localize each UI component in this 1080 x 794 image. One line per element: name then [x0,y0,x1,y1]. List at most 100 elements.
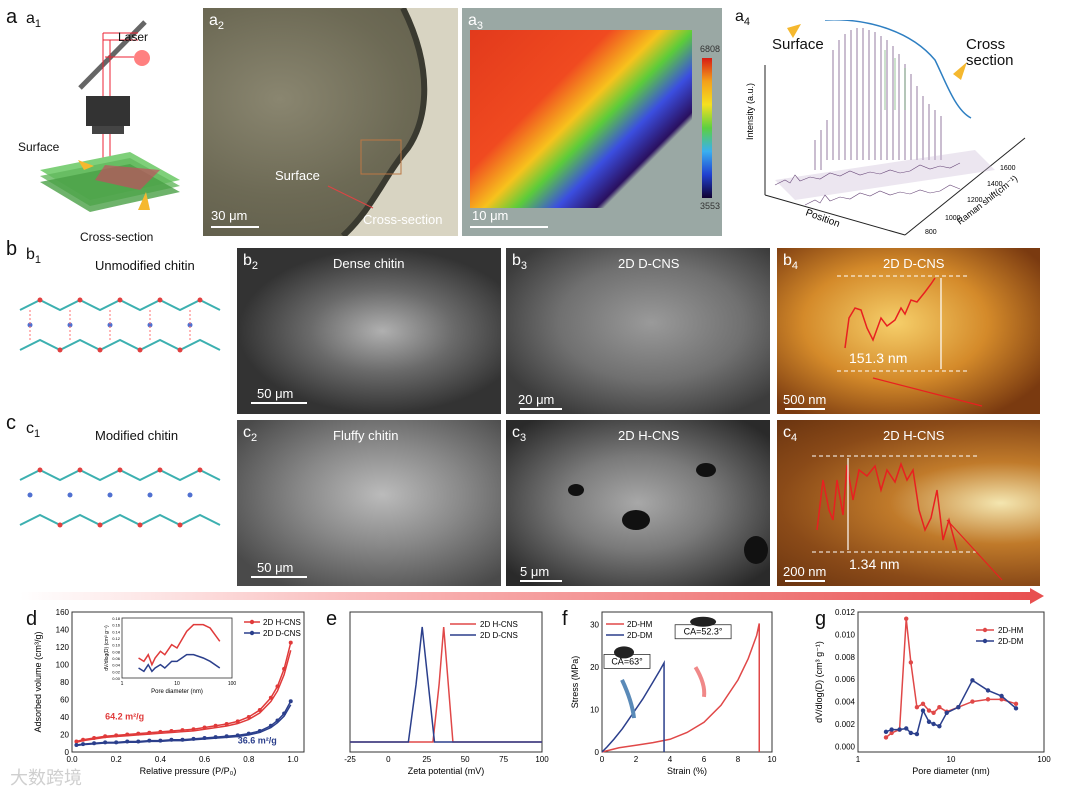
c4-scale-bar [785,580,825,582]
x-axis-label: Zeta potential (mV) [408,766,485,776]
inset-x-label: Pore diameter (nm) [151,689,203,695]
inset-y-tick: 0.10 [112,643,121,648]
inset-x-tick: 100 [228,681,237,687]
a3-scale-label: 10 μm [472,208,509,223]
x-tick-label: -25 [344,755,356,764]
x-tick-label: 2 [634,755,639,764]
series-0-point [908,660,914,665]
a3-raman-map: 6808 3553 a3 10 μm [462,8,722,236]
series-0-point [1013,701,1019,707]
label-c3: c3 [512,424,527,445]
series-1-point [889,727,894,732]
x-tick-label: 0.8 [243,755,255,764]
series-0-point [288,640,293,645]
inset-y-tick: 0.02 [112,669,121,674]
series-1-point [970,678,975,683]
series-1-point [897,727,902,732]
label-c4: c4 [783,424,798,445]
y-tick-label: 120 [56,643,70,652]
label-g: g [815,608,827,630]
plot-frame [857,611,1045,753]
y-tick-label: 140 [56,626,70,635]
a4-tick: 1400 [987,181,1003,188]
label-d: d [26,608,38,630]
series-0-point [931,710,936,715]
a4-xlabel: Position [804,207,841,230]
series-1-point [883,729,889,735]
label-b3: b3 [512,252,528,273]
series-1-line [885,679,1017,735]
x-tick-label: 0 [600,755,605,764]
x-tick-label: 1.0 [287,755,299,764]
watermark: 大数跨境 [10,768,82,788]
arrow [620,679,636,719]
b2-title: Dense chitin [333,256,405,271]
a4-ylabel: Intensity (a.u.) [745,83,755,140]
legend-label: 2D D-CNS [480,631,518,640]
x-tick-label: 6 [702,755,707,764]
y-tick-label: 0.000 [835,742,856,751]
x-tick-label: 10 [947,755,956,764]
b2-scale-label: 50 μm [257,386,294,401]
inset-y-tick: 0.00 [112,676,121,681]
inset-x-tick: 1 [121,681,124,687]
c2-title: Fluffy chitin [333,428,399,443]
contact-angle-label: CA=63° [611,656,643,666]
chart-g-pore: 0.000 0.002 0.004 0.006 0.008 0.010 0.012 1 10 10… [814,608,1051,776]
y-tick-label: 0 [595,748,600,757]
b1-chitin-structure [19,297,221,353]
b2-sem-image: b2 Dense chitin 50 μm [237,248,501,414]
label-f: f [562,608,568,630]
label-b: b [6,238,18,260]
y-tick-label: 0.002 [835,720,856,729]
chart-d-isotherm: 0 20 40 60 80 100 120 140 160 0.0 0.2 0.4 0.6 0.8 1.0 R… [33,608,305,776]
series-1-point [920,708,926,713]
series-1-point [999,693,1004,699]
y-tick-label: 80 [60,678,69,687]
legend-label: 2D H-CNS [263,618,301,627]
label-c2: c2 [243,424,258,445]
a2-surface-label: Surface [275,168,320,183]
a2-cross-section-label: Cross-section [363,212,443,227]
c4-afm-image: c4 2D H-CNS 1.34 nm 200 nm [777,420,1040,586]
label-b2: b2 [243,252,259,273]
a4-tick: 1600 [1000,165,1016,172]
b3-sem-image: b3 2D D-CNS 20 μm [506,248,770,414]
y-tick-label: 40 [60,713,69,722]
series-0-point [999,697,1004,702]
x-axis-label: Strain (%) [667,766,707,776]
y-tick-label: 30 [590,621,599,630]
c3-sem-image: c3 2D H-CNS 5 μm [506,420,770,586]
y-tick-label: 0.012 [835,608,856,617]
legend-label: 2D-HM [998,626,1024,635]
a4-cross-label-2: section [966,52,1014,69]
label-b4: b4 [783,252,799,273]
x-axis-label: Pore diameter (nm) [912,766,990,776]
a4-tick: 800 [925,229,937,236]
a3-colorbar-max: 6808 [700,44,721,54]
y-axis-label: Adsorbed volume (cm³/g) [33,631,43,732]
series-0-point [914,705,920,710]
series-0-line [76,642,292,743]
series-0-point [883,735,889,740]
b2-scale-bar [251,402,307,404]
a1-surface-label: Surface [18,140,60,154]
series-0-point [970,699,975,704]
c3-scale-label: 5 μm [520,564,550,579]
a1-cross-section-label: Cross-section [80,230,154,244]
y-tick-label: 0.006 [835,675,856,684]
b4-title: 2D D-CNS [883,256,945,271]
y-tick-label: 160 [56,608,70,617]
series-1-point [1013,706,1019,711]
x-tick-label: 100 [535,755,549,764]
series-1-point [985,688,991,693]
inset-y-tick: 0.18 [112,616,121,621]
legend-label: 2D-HM [627,620,653,629]
series-0-point [926,708,932,713]
x-tick-label: 0.2 [111,755,123,764]
inset-y-tick: 0.04 [112,663,121,668]
legend-label: 2D D-CNS [263,629,301,638]
c2-scale-label: 50 μm [257,560,294,575]
chart-f-stress-strain: 0 10 20 30 0 2 4 6 8 10 Strain (%) Stress (MPa) 2D-H… [570,611,777,776]
a4-cross-label-1: Cross [966,36,1006,53]
